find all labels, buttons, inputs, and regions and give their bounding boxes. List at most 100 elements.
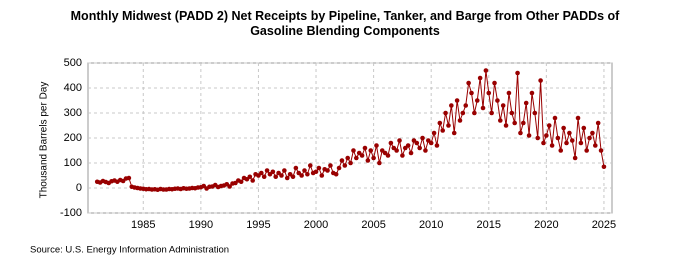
y-tick-label: 300 [64, 107, 82, 119]
data-point [417, 145, 422, 151]
data-point [572, 155, 578, 161]
data-point [492, 80, 497, 86]
data-point [457, 118, 463, 123]
y-tick-label: 200 [64, 132, 82, 144]
data-point [477, 75, 483, 81]
x-tick-label: 2020 [534, 219, 558, 231]
y-tick-label: 100 [64, 157, 82, 169]
data-point [293, 165, 299, 171]
data-point [388, 140, 394, 146]
data-point [336, 165, 342, 171]
data-point [446, 123, 451, 128]
data-point [521, 120, 526, 126]
data-point [270, 169, 276, 175]
data-point [290, 174, 296, 180]
data-point [400, 153, 405, 158]
data-point [345, 155, 350, 161]
data-point [238, 179, 244, 185]
data-point [584, 148, 589, 153]
data-point [259, 170, 264, 176]
data-point [474, 98, 480, 103]
data-point [518, 130, 523, 136]
data-point [305, 171, 310, 177]
data-point [454, 98, 460, 103]
data-point [284, 175, 290, 181]
data-point [405, 143, 411, 148]
data-point [544, 133, 549, 138]
data-point [428, 140, 434, 146]
data-point [423, 148, 428, 153]
data-point [483, 68, 489, 73]
data-point [466, 80, 471, 86]
data-point [567, 130, 572, 136]
data-point [593, 143, 598, 148]
data-point [581, 125, 587, 131]
x-tick-label: 1995 [246, 219, 270, 231]
data-point [555, 135, 561, 141]
data-point [578, 140, 584, 146]
data-point [541, 140, 546, 146]
data-point [279, 173, 284, 178]
data-point [532, 110, 538, 116]
data-point [558, 148, 564, 153]
data-point [325, 168, 330, 173]
x-tick-label: 1985 [131, 219, 155, 231]
x-tick-label: 2005 [361, 219, 385, 231]
data-point [126, 175, 132, 181]
data-point [437, 120, 443, 126]
data-point [339, 158, 345, 163]
data-point [561, 125, 566, 131]
data-point [385, 153, 391, 158]
data-point [469, 90, 474, 96]
data-point [564, 140, 569, 146]
data-point [546, 123, 552, 128]
data-point [552, 115, 558, 121]
data-point [302, 168, 307, 173]
data-point [595, 120, 601, 126]
y-tick-label: 400 [64, 82, 82, 94]
data-point [500, 103, 506, 108]
data-point [362, 145, 368, 151]
data-point [569, 138, 575, 143]
data-point [503, 123, 509, 128]
data-point [227, 184, 232, 189]
data-point [374, 143, 379, 148]
data-point [307, 163, 313, 168]
data-point [351, 148, 356, 153]
data-point [486, 90, 492, 96]
data-point [497, 118, 503, 123]
data-point [440, 128, 446, 133]
data-point [414, 140, 420, 146]
y-tick-label: 500 [64, 57, 82, 69]
data-point [538, 78, 543, 83]
chart-title: Monthly Midwest (PADD 2) Net Receipts by… [71, 9, 621, 38]
y-tick-label: 0 [76, 182, 82, 194]
data-point [273, 174, 279, 180]
data-point [354, 155, 359, 161]
x-tick-label: 2025 [592, 219, 616, 231]
data-point [420, 135, 425, 141]
source-note: Source: U.S. Energy Information Administ… [30, 245, 229, 256]
data-point [348, 160, 353, 166]
data-point [535, 135, 541, 141]
data-point [472, 110, 477, 116]
data-point [377, 160, 382, 166]
data-point [333, 171, 339, 177]
data-point [397, 138, 402, 143]
data-point [313, 169, 319, 175]
x-tick-label: 1990 [189, 219, 213, 231]
data-point [515, 70, 520, 76]
data-point [523, 100, 529, 106]
y-tick-label: -100 [60, 207, 82, 219]
data-point [431, 130, 437, 136]
data-point [506, 90, 512, 96]
data-point [549, 143, 555, 148]
data-point [590, 130, 595, 136]
data-point [495, 98, 500, 103]
data-point [489, 110, 494, 116]
data-point [368, 148, 374, 153]
data-point [460, 110, 466, 116]
x-tick-label: 2010 [419, 219, 443, 231]
data-point [443, 110, 448, 116]
